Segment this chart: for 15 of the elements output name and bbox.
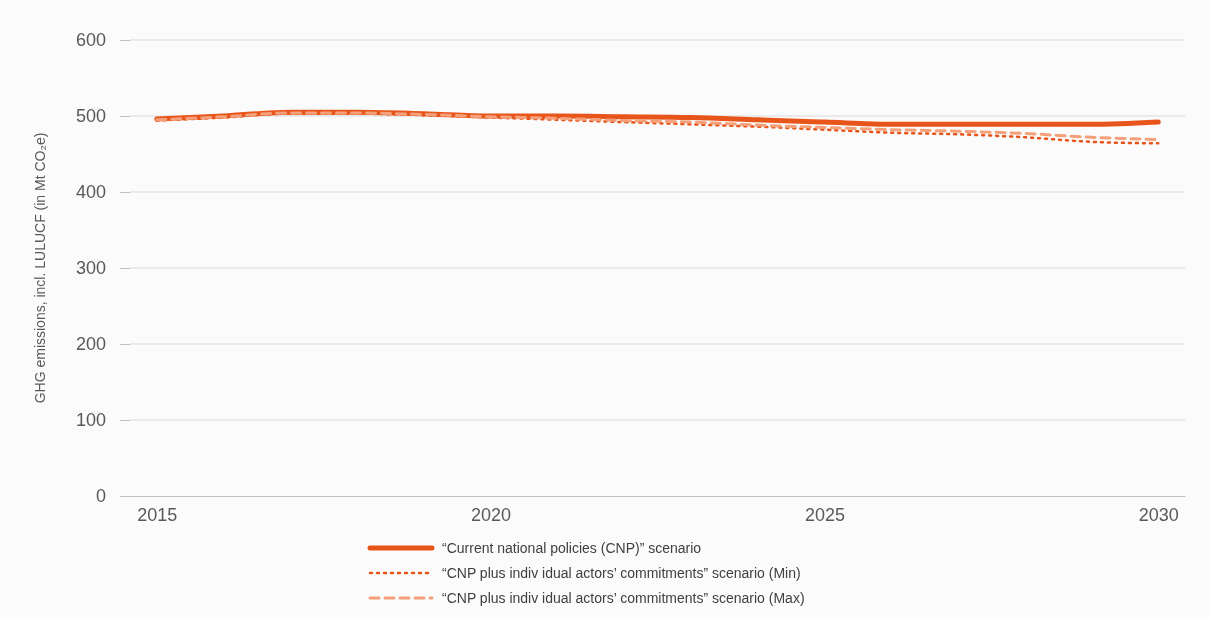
y-tick-label: 0 — [95, 486, 106, 507]
x-tick-label: 2030 — [1138, 504, 1179, 525]
y-axis-title: GHG emissions, incl. LULUCF (in Mt CO₂e) — [32, 132, 48, 404]
y-tick-label: 100 — [75, 410, 106, 431]
x-tick-label: 2025 — [804, 504, 845, 525]
x-tick-label: 2015 — [137, 504, 178, 525]
x-tick-label: 2020 — [471, 504, 512, 525]
legend-label: “CNP plus indiv idual actors’ commitments” scenario (Max) — [442, 590, 805, 606]
y-tick-label: 600 — [75, 30, 106, 51]
y-tick-label: 400 — [75, 182, 106, 203]
y-tick-label: 300 — [75, 258, 106, 279]
y-tick-label: 500 — [75, 106, 106, 127]
legend-label: “Current national policies (CNP)” scenario — [442, 540, 702, 556]
legend-label: “CNP plus indiv idual actors’ commitments” scenario (Min) — [442, 565, 801, 581]
y-tick-label: 200 — [75, 334, 106, 355]
